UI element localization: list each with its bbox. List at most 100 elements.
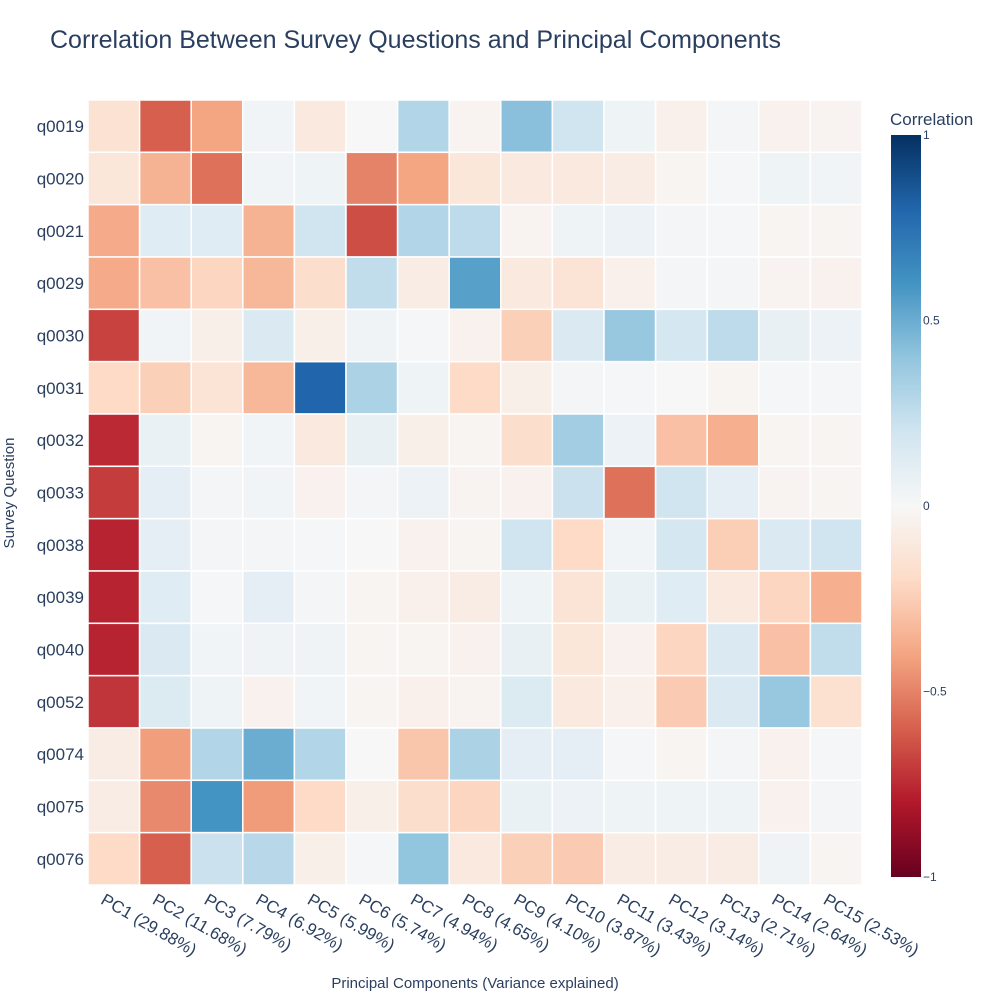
heatmap-cell xyxy=(758,151,812,206)
heatmap-cell xyxy=(706,570,760,625)
y-tick-label: q0076 xyxy=(37,850,84,869)
heatmap-cell xyxy=(448,674,502,729)
heatmap-cell xyxy=(345,517,399,572)
colorbar-gradient xyxy=(891,135,921,877)
heatmap-cell xyxy=(242,360,296,415)
heatmap-cell xyxy=(448,360,502,415)
heatmap-cell xyxy=(138,570,192,625)
y-tick-label: q0033 xyxy=(37,484,84,503)
heatmap-cell xyxy=(87,831,141,886)
heatmap-cell xyxy=(293,727,347,782)
heatmap-cell xyxy=(87,99,141,154)
heatmap-cell xyxy=(706,413,760,468)
heatmap-cell xyxy=(345,413,399,468)
colorbar-ticks: 1 0.5 0 −0.5 −1 xyxy=(923,128,947,884)
heatmap-cell xyxy=(551,465,605,520)
y-tick-label: q0021 xyxy=(37,222,84,241)
heatmap-cell xyxy=(654,99,708,154)
heatmap-cell xyxy=(242,517,296,572)
y-tick-label: q0031 xyxy=(37,379,84,398)
heatmap-cell xyxy=(603,151,657,206)
heatmap-cell xyxy=(396,256,450,311)
heatmap-cell xyxy=(242,99,296,154)
heatmap-cell xyxy=(654,413,708,468)
heatmap-cell xyxy=(190,203,244,258)
heatmap-cell xyxy=(603,203,657,258)
heatmap-cell xyxy=(500,360,554,415)
heatmap-cell xyxy=(293,413,347,468)
heatmap-cell xyxy=(551,727,605,782)
x-axis-title: Principal Components (Variance explained… xyxy=(331,975,618,992)
heatmap-cell xyxy=(809,308,863,363)
heatmap-cell xyxy=(293,517,347,572)
heatmap-cell xyxy=(138,203,192,258)
heatmap-cell xyxy=(87,360,141,415)
heatmap-cell xyxy=(706,674,760,729)
heatmap-cell xyxy=(706,517,760,572)
heatmap-cell xyxy=(242,831,296,886)
heatmap-cell xyxy=(500,256,554,311)
y-axis-title: Survey Question xyxy=(1,438,18,549)
heatmap-cell xyxy=(500,622,554,677)
heatmap-cell xyxy=(551,308,605,363)
heatmap-cell xyxy=(396,413,450,468)
heatmap-cell xyxy=(448,256,502,311)
heatmap-cell xyxy=(809,413,863,468)
heatmap-cell xyxy=(654,151,708,206)
heatmap-cell xyxy=(654,831,708,886)
heatmap-cell xyxy=(758,622,812,677)
heatmap-cell xyxy=(396,360,450,415)
heatmap-cell xyxy=(448,99,502,154)
heatmap-cell xyxy=(87,570,141,625)
heatmap-cell xyxy=(758,308,812,363)
heatmap-cell xyxy=(758,465,812,520)
heatmap-cell xyxy=(396,779,450,834)
heatmap-cell xyxy=(551,570,605,625)
heatmap-cell xyxy=(603,517,657,572)
colorbar: Correlation 1 0.5 0 −0.5 −1 xyxy=(890,110,973,884)
heatmap-cell xyxy=(190,256,244,311)
heatmap-cell xyxy=(758,360,812,415)
heatmap-cell xyxy=(551,413,605,468)
heatmap-cell xyxy=(293,674,347,729)
heatmap-cell xyxy=(500,727,554,782)
heatmap-cell xyxy=(603,622,657,677)
heatmap-cell xyxy=(293,570,347,625)
heatmap-cell xyxy=(603,727,657,782)
heatmap-cell xyxy=(448,308,502,363)
heatmap-cell xyxy=(190,570,244,625)
heatmap-cell xyxy=(138,831,192,886)
heatmap-cell xyxy=(654,779,708,834)
heatmap-cell xyxy=(758,517,812,572)
heatmap-cell xyxy=(500,99,554,154)
heatmap-cell xyxy=(448,151,502,206)
heatmap-cell xyxy=(809,360,863,415)
heatmap-cell xyxy=(396,203,450,258)
heatmap-cell xyxy=(396,727,450,782)
heatmap-cell xyxy=(809,570,863,625)
heatmap-cell xyxy=(345,308,399,363)
heatmap-cell xyxy=(293,622,347,677)
heatmap-cell xyxy=(242,570,296,625)
heatmap-cell xyxy=(603,360,657,415)
heatmap-cell xyxy=(190,831,244,886)
colorbar-tick-label: −0.5 xyxy=(923,685,947,699)
heatmap-cell xyxy=(809,203,863,258)
heatmap-cell xyxy=(758,99,812,154)
heatmap-cell xyxy=(758,674,812,729)
heatmap-cell xyxy=(396,674,450,729)
heatmap-cell xyxy=(551,256,605,311)
heatmap-cell xyxy=(809,622,863,677)
heatmap-cell xyxy=(190,99,244,154)
heatmap-cell xyxy=(809,779,863,834)
y-tick-label: q0074 xyxy=(37,745,84,764)
heatmap-cell xyxy=(809,465,863,520)
heatmap-cell xyxy=(603,570,657,625)
heatmap-cell xyxy=(706,622,760,677)
heatmap-cell xyxy=(551,151,605,206)
heatmap-cell xyxy=(706,256,760,311)
y-tick-label: q0039 xyxy=(37,588,84,607)
heatmap-cell xyxy=(500,151,554,206)
heatmap-cell xyxy=(138,779,192,834)
